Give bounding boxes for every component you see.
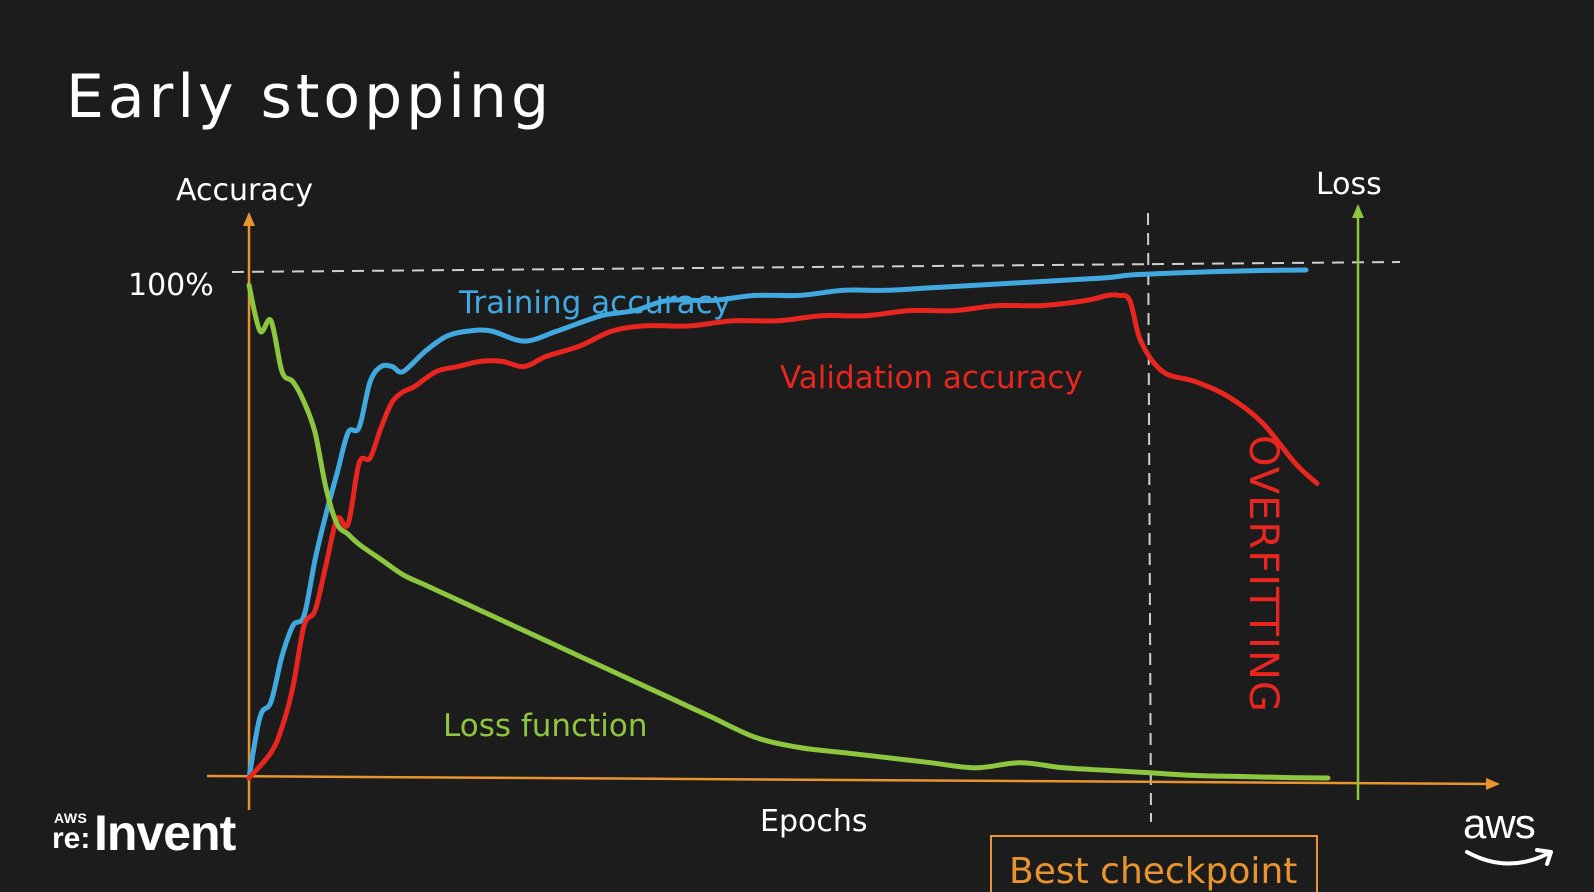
label-validation-accuracy: Validation accuracy [780, 360, 1083, 396]
best-checkpoint-box [990, 835, 1318, 892]
reference-line-100 [231, 261, 1401, 273]
best-checkpoint-label: Best checkpoint [1009, 851, 1297, 892]
validation-accuracy-line [246, 292, 1320, 781]
x-axis-epochs [206, 774, 1500, 790]
aws-logo-word: aws [1463, 800, 1536, 847]
training-accuracy-line [246, 267, 1309, 781]
loss-function-line [246, 282, 1331, 781]
best-checkpoint-line [1147, 212, 1152, 823]
label-training-accuracy: Training accuracy [458, 285, 731, 321]
y-tick-100: 100% [128, 268, 214, 303]
x-axis-label: Epochs [760, 804, 868, 839]
reinvent-logo-invent: Invent [94, 805, 236, 861]
overfitting-label: OVERFITTING [1240, 435, 1286, 713]
aws-logo: aws [1463, 800, 1563, 880]
y-axis-label: Accuracy [176, 173, 313, 208]
slide-title: Early stopping [66, 62, 554, 132]
reinvent-logo-re: re: [52, 822, 91, 855]
label-loss-function: Loss function [443, 708, 647, 744]
aws-smile-icon [1465, 848, 1553, 866]
y-axis-label-right: Loss [1316, 167, 1382, 202]
reinvent-logo-aws: AWS [54, 810, 88, 826]
